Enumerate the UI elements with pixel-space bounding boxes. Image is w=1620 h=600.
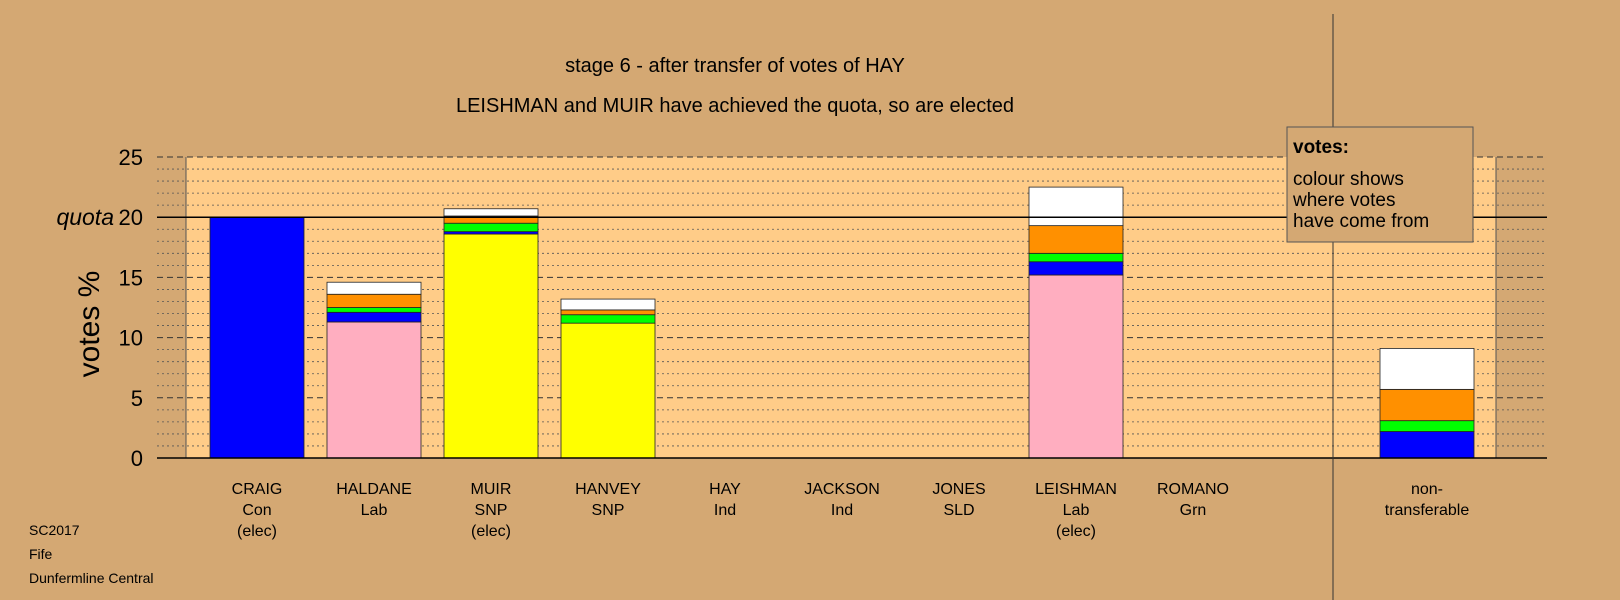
y-tick-label: 20 — [119, 205, 143, 230]
category-label: Lab — [1063, 502, 1090, 519]
category-label: JONES — [932, 481, 985, 498]
bar-segment — [1028, 274, 1124, 459]
legend-line: colour shows — [1293, 169, 1404, 190]
bar-segment — [1379, 431, 1475, 459]
category-label: Grn — [1180, 502, 1207, 519]
bar-segment — [209, 216, 305, 459]
category-label: SNP — [592, 502, 625, 519]
category-label: (elec) — [471, 523, 511, 540]
bar-segment — [1379, 388, 1475, 422]
chart-title: stage 6 - after transfer of votes of HAY — [565, 55, 905, 77]
bar-segment — [1028, 186, 1124, 227]
y-tick-label: 5 — [131, 386, 143, 411]
bar-segment — [443, 222, 539, 233]
category-label: Ind — [831, 502, 853, 519]
category-label: LEISHMAN — [1035, 481, 1117, 498]
category-label: HANVEY — [575, 481, 641, 498]
category-label: CRAIG — [232, 481, 283, 498]
category-label: (elec) — [237, 523, 277, 540]
chart-subtitle: LEISHMAN and MUIR have achieved the quot… — [456, 95, 1014, 117]
legend-line: where votes — [1292, 190, 1395, 211]
bar-segment — [1028, 225, 1124, 254]
category-label: Lab — [361, 502, 388, 519]
category-label: HAY — [709, 481, 741, 498]
bar-segment — [1379, 420, 1475, 432]
y-tick-label: 0 — [131, 446, 143, 471]
bar-segment — [326, 293, 422, 308]
category-label: non- — [1411, 481, 1443, 498]
bar-segment — [326, 307, 422, 313]
bar-segment — [443, 233, 539, 459]
footer-ward: Dunfermline Central — [29, 570, 154, 586]
bar-segment — [443, 208, 539, 217]
legend-line: have come from — [1293, 211, 1429, 232]
quota-label: quota — [56, 204, 114, 230]
y-tick-label: 10 — [119, 326, 143, 351]
category-label: (elec) — [1056, 523, 1096, 540]
category-label: HALDANE — [336, 481, 412, 498]
bar-segment — [326, 321, 422, 459]
legend-box — [1286, 126, 1474, 243]
category-label: JACKSON — [804, 481, 880, 498]
bar-segment — [326, 311, 422, 323]
bar-segment — [560, 314, 656, 324]
category-label: transferable — [1385, 502, 1470, 519]
bar-segment — [326, 281, 422, 295]
category-label: ROMANO — [1157, 481, 1229, 498]
bar-segment — [560, 298, 656, 311]
bar-segment — [560, 309, 656, 316]
category-label: Ind — [714, 502, 736, 519]
category-label: MUIR — [471, 481, 512, 498]
y-axis-label: votes % — [73, 271, 106, 378]
y-tick-label: 25 — [119, 145, 143, 170]
category-label: SNP — [475, 502, 508, 519]
legend-title: votes: — [1293, 137, 1349, 158]
y-tick-label: 15 — [119, 265, 143, 290]
footer-election: SC2017 — [29, 522, 80, 538]
category-label: Con — [242, 502, 271, 519]
bar-segment — [1028, 252, 1124, 263]
footer-council: Fife — [29, 546, 53, 562]
bar-segment — [1028, 261, 1124, 276]
bar-segment — [1379, 348, 1475, 390]
category-label: SLD — [943, 502, 974, 519]
bar-segment — [560, 322, 656, 459]
